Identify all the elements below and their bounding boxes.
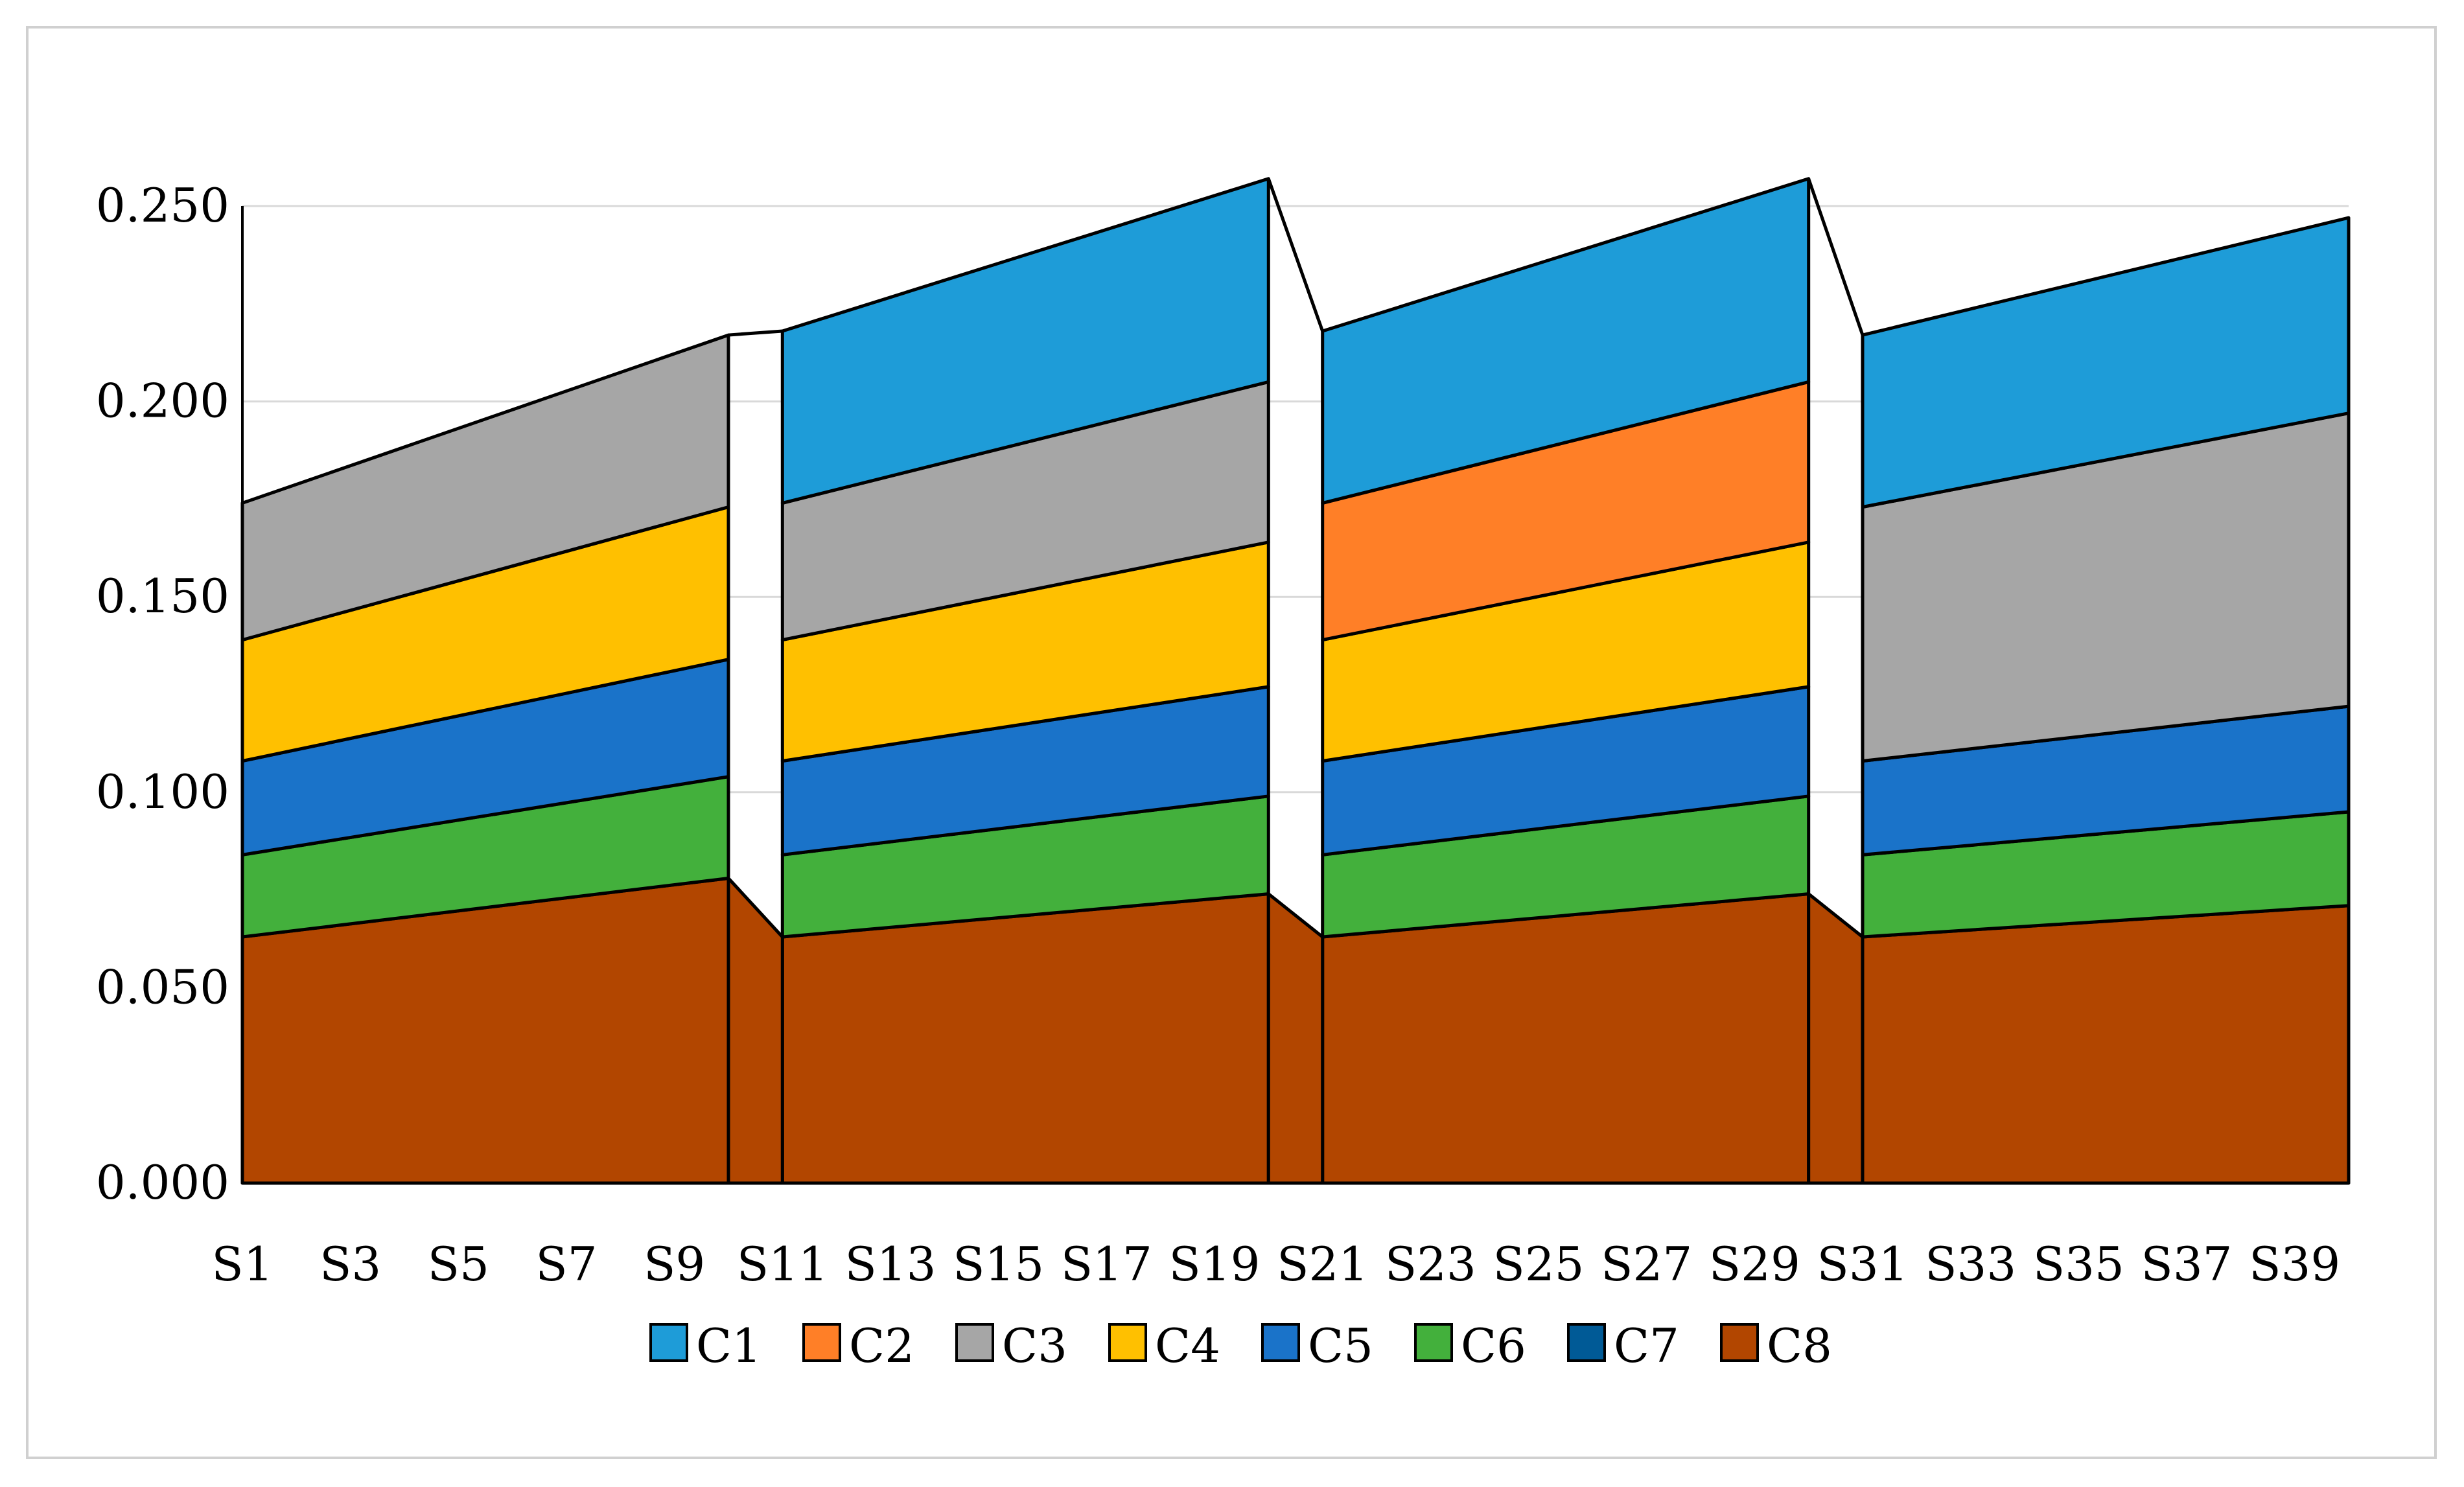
x-tick-label: S17 xyxy=(1061,1237,1152,1291)
legend-swatch-c3 xyxy=(955,1323,994,1362)
area-c1-segment-4 xyxy=(1861,216,2351,509)
area-c8-transition xyxy=(1266,890,1325,1185)
x-tick-label: S13 xyxy=(845,1237,936,1291)
x-tick-label: S35 xyxy=(2033,1237,2124,1291)
x-tick-label: S19 xyxy=(1169,1237,1261,1291)
x-tick-label: S33 xyxy=(1925,1237,2016,1291)
axes xyxy=(241,206,2349,1184)
y-tick-label: 0.000 xyxy=(96,1155,229,1210)
x-tick-label: S25 xyxy=(1493,1237,1585,1291)
x-tick-label: S23 xyxy=(1385,1237,1476,1291)
area-top-transition xyxy=(1807,178,1865,336)
y-tick-label: 0.250 xyxy=(96,178,229,233)
legend-label-c5: C5 xyxy=(1308,1319,1373,1373)
legend-label-c8: C8 xyxy=(1767,1319,1832,1373)
legend-label-c3: C3 xyxy=(1002,1319,1067,1373)
legend-label-c7: C7 xyxy=(1614,1319,1679,1373)
x-tick-label: S37 xyxy=(2141,1237,2233,1291)
x-tick-label: S21 xyxy=(1277,1237,1368,1291)
legend-swatch-c4 xyxy=(1108,1323,1147,1362)
area-c8-segment-2 xyxy=(780,892,1270,1185)
x-tick-label: S31 xyxy=(1817,1237,1909,1291)
legend-swatch-c2 xyxy=(802,1323,841,1362)
x-tick-labels: S1 S3 S5 S7 S9 S11 S13 S15 S17 S19 S21 S23 S25 S27 S29… xyxy=(211,1237,2340,1291)
y-tick-label: 0.150 xyxy=(96,569,229,623)
y-tick-labels: 0.000 0.050 0.100 0.150 0.200 0.250 xyxy=(96,178,229,1210)
x-tick-label: S9 xyxy=(644,1237,705,1291)
legend-swatch-c1 xyxy=(649,1323,688,1362)
x-tick-label: S1 xyxy=(211,1237,273,1291)
area-c8-transition xyxy=(726,874,784,1185)
x-tick-label: S39 xyxy=(2249,1237,2340,1291)
legend-swatch-c6 xyxy=(1414,1323,1453,1362)
legend-label-c6: C6 xyxy=(1461,1319,1526,1373)
legend-label-c4: C4 xyxy=(1155,1319,1220,1373)
series-areas xyxy=(240,177,2351,1185)
x-tick-label: S15 xyxy=(953,1237,1044,1291)
y-tick-label: 0.100 xyxy=(96,765,229,819)
area-top-transition xyxy=(728,329,783,337)
area-c8-transition xyxy=(1807,890,1865,1185)
legend-label-c1: C1 xyxy=(696,1319,761,1373)
legend-swatch-c7 xyxy=(1567,1323,1606,1362)
legend-swatch-c8 xyxy=(1720,1323,1759,1362)
area-c8-segment-3 xyxy=(1321,892,1811,1185)
x-tick-label: S11 xyxy=(737,1237,828,1291)
y-tick-label: 0.200 xyxy=(96,374,229,428)
legend-swatch-c5 xyxy=(1261,1323,1300,1362)
x-tick-label: S29 xyxy=(1709,1237,1800,1291)
chart-frame: 0.000 0.050 0.100 0.150 0.200 0.250 S1 S3 S5 S7 S… xyxy=(26,26,2437,1459)
x-tick-label: S27 xyxy=(1601,1237,1692,1291)
x-tick-label: S5 xyxy=(428,1237,489,1291)
x-tick-label: S3 xyxy=(320,1237,381,1291)
legend-label-c2: C2 xyxy=(849,1319,914,1373)
y-tick-label: 0.050 xyxy=(96,960,229,1014)
x-tick-label: S7 xyxy=(535,1237,597,1291)
area-top-transition xyxy=(1266,178,1325,332)
legend: C1 C2 C3 C4 C5 C6 C7 C8 xyxy=(649,1319,1832,1373)
area-c8-segment-4 xyxy=(1861,904,2351,1185)
